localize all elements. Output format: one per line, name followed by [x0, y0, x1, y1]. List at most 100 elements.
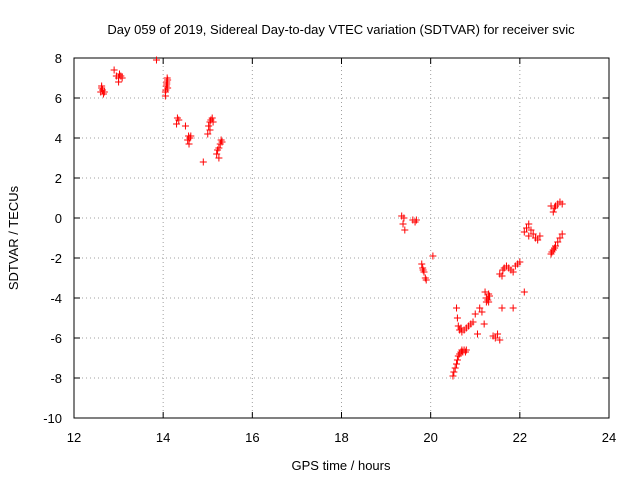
data-point	[491, 334, 499, 342]
data-point	[494, 330, 502, 338]
data-point	[536, 232, 544, 240]
data-point	[554, 238, 562, 246]
axis-ticks	[73, 57, 610, 419]
data-point	[419, 266, 427, 274]
data-point	[556, 234, 564, 242]
data-point	[98, 82, 106, 90]
data-point	[187, 132, 195, 140]
x-tick-label: 18	[334, 430, 348, 445]
data-point	[527, 226, 535, 234]
data-point	[486, 292, 494, 300]
x-tick-label: 12	[67, 430, 81, 445]
data-point	[516, 258, 524, 266]
data-point	[173, 120, 181, 128]
x-axis-title: GPS time / hours	[292, 458, 391, 473]
data-point	[534, 236, 542, 244]
y-tick-label: 2	[55, 171, 62, 186]
data-point	[471, 310, 479, 318]
x-tick-label: 24	[602, 430, 616, 445]
data-point	[451, 364, 459, 372]
data-point	[399, 220, 407, 228]
x-tick-label: 22	[513, 430, 527, 445]
y-tick-label: 8	[55, 51, 62, 66]
data-point	[161, 88, 169, 96]
data-point	[400, 214, 408, 222]
data-point	[453, 314, 461, 322]
data-point	[449, 372, 457, 380]
data-points	[97, 56, 566, 380]
x-tick-label: 20	[423, 430, 437, 445]
chart-title: Day 059 of 2019, Sidereal Day-to-day VTE…	[107, 22, 575, 37]
data-point	[450, 368, 458, 376]
data-point	[509, 304, 517, 312]
y-tick-label: -2	[50, 251, 62, 266]
data-point	[523, 224, 531, 232]
data-point	[469, 318, 477, 326]
data-point	[164, 76, 172, 84]
data-point	[498, 272, 506, 280]
data-point	[480, 320, 488, 328]
data-point	[115, 78, 123, 86]
y-tick-label: -8	[50, 371, 62, 386]
data-point	[453, 304, 461, 312]
y-tick-label: 4	[55, 131, 62, 146]
data-point	[206, 126, 214, 134]
y-tick-label: -10	[43, 411, 62, 426]
x-tick-label: 14	[156, 430, 170, 445]
data-point	[181, 122, 189, 130]
grid	[74, 58, 609, 418]
data-point	[418, 260, 426, 268]
data-point	[478, 308, 486, 316]
data-point	[175, 116, 183, 124]
data-point	[485, 298, 493, 306]
data-point	[529, 230, 537, 238]
data-point	[412, 216, 420, 224]
data-point	[204, 130, 212, 138]
data-point	[558, 200, 566, 208]
y-tick-label: -4	[50, 291, 62, 306]
data-point	[509, 268, 517, 276]
data-point	[476, 304, 484, 312]
data-point	[118, 74, 126, 82]
data-point	[453, 360, 461, 368]
data-point	[473, 330, 481, 338]
data-point	[525, 220, 533, 228]
data-point	[453, 356, 461, 364]
data-point	[215, 144, 223, 152]
data-point	[462, 346, 470, 354]
data-point	[552, 242, 559, 250]
x-tick-label: 16	[245, 430, 259, 445]
data-point	[422, 276, 430, 284]
data-point	[498, 304, 506, 312]
y-axis-title: SDTVAR / TECUs	[6, 185, 21, 290]
data-point	[110, 66, 118, 74]
y-tick-label: 0	[55, 211, 62, 226]
data-point	[520, 228, 528, 236]
x-tick-labels: 12 14 16 18 20 22 24	[67, 430, 616, 445]
data-point	[525, 232, 533, 240]
y-tick-label: 6	[55, 91, 62, 106]
data-point	[164, 84, 172, 92]
y-tick-label: -6	[50, 331, 62, 346]
data-point	[208, 114, 216, 122]
data-point	[199, 158, 207, 166]
data-point	[215, 154, 223, 162]
data-point	[205, 122, 213, 130]
data-point	[549, 208, 557, 216]
y-tick-labels: -10 -8 -6 -4 -2 0 2 4 6 8	[43, 51, 62, 426]
data-point	[496, 336, 504, 344]
data-point	[520, 288, 528, 296]
data-point	[185, 140, 193, 148]
data-point	[100, 88, 108, 96]
data-point	[547, 202, 555, 210]
data-point	[213, 150, 221, 158]
data-point	[429, 252, 437, 260]
data-point	[209, 118, 217, 126]
data-point	[558, 230, 566, 238]
data-point	[401, 226, 409, 234]
data-point	[152, 56, 160, 64]
data-point	[481, 288, 489, 296]
data-point	[163, 80, 171, 88]
